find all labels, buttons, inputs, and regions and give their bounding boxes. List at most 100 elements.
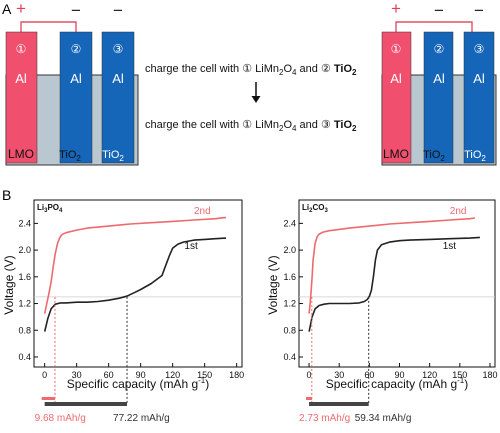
electrode-material: LMO	[8, 147, 34, 161]
electrode-lmo	[5, 31, 38, 164]
caption-2: charge the cell with ① LiMn2O4 and ③ TiO…	[145, 119, 357, 133]
x-tick-label: 90	[395, 370, 405, 380]
y-tick-label: 0.8	[283, 325, 296, 335]
x-tick-label: 0	[307, 370, 312, 380]
sign-minus: −	[434, 1, 444, 20]
curve-label-1st: 1st	[443, 241, 457, 252]
chart-title: Li3PO4	[37, 203, 63, 214]
caption-1-circ: ①	[242, 63, 252, 75]
x-tick-label: 30	[334, 370, 344, 380]
series-line-2nd	[43, 216, 227, 314]
curve-label-2nd: 2nd	[194, 206, 211, 217]
y-tick-label: 2.4	[283, 218, 296, 228]
electrode-2-right: − ② Al TiO2	[423, 1, 454, 164]
material-text: TiO	[423, 149, 441, 161]
capacity-label-2nd: 9.68 mAh/g	[35, 413, 86, 424]
y-tick-label: 1.6	[18, 272, 31, 282]
chart-li3po4: Li3PO4 Voltage (V) Specific capacity (mA…	[2, 199, 244, 424]
x-tick-label: 150	[197, 370, 212, 380]
sign-plus: +	[16, 0, 26, 18]
electrode-number: ③	[474, 42, 485, 56]
electrode-number: ①	[391, 42, 402, 56]
title-mid: CO	[312, 203, 324, 212]
electrode-material: TiO2	[59, 149, 81, 163]
caption-1-circ2: ②	[321, 63, 331, 75]
material-sub: 2	[119, 154, 124, 163]
electrode-material: TiO2	[464, 149, 486, 163]
title-sub1: 3	[44, 208, 48, 214]
xlabel-main: Specific capacity (mAh g	[67, 377, 198, 391]
x-tick-label: 30	[72, 370, 82, 380]
caption-2-circ2: ③	[321, 119, 331, 131]
chart-li2co3: Li2CO3 Voltage (V) Specific capacity (mA…	[266, 199, 497, 424]
x-tick-label: 90	[136, 370, 146, 380]
sign-plus: +	[391, 0, 401, 18]
electrode-tio2	[59, 31, 93, 164]
capacity-label-1st: 77.22 mAh/g	[113, 413, 170, 424]
electrode-metal: Al	[390, 71, 402, 86]
y-tick-label: 2.4	[18, 218, 31, 228]
xlabel-end: )	[205, 377, 209, 391]
title-sub2: 4	[59, 208, 63, 214]
electrode-2-left: − ② Al TiO2	[59, 1, 93, 164]
capacity-bar-1st	[309, 402, 369, 406]
electrode-metal: Al	[112, 71, 124, 86]
series-line-1st	[308, 236, 480, 332]
xlabel-end: )	[464, 377, 468, 391]
caption-1-and: and	[296, 63, 320, 75]
x-tick-label: 0	[42, 370, 47, 380]
caption-1-o: O	[283, 63, 292, 75]
y-tick-label: 1.2	[18, 299, 31, 309]
x-tick-label: 180	[229, 370, 244, 380]
caption-2-o: O	[283, 119, 292, 131]
electrode-lmo	[381, 31, 412, 164]
cell-left: + ① Al LMO − ② Al TiO2 − ③ Al TiO2	[5, 0, 139, 166]
title-sub2: 3	[324, 208, 328, 214]
caption-2-and: and	[296, 119, 320, 131]
x-tick-label: 60	[364, 370, 374, 380]
x-tick-label: 60	[104, 370, 114, 380]
cell-right: + ① Al LMO − ② Al TiO2 − ③ Al TiO2	[381, 0, 497, 166]
wire-right	[395, 21, 473, 32]
electrode-1-right: + ① Al LMO	[381, 0, 412, 164]
caption-1-pre: charge the cell with	[145, 63, 242, 75]
xlabel-sup: -1	[198, 376, 206, 385]
y-axis-label: Voltage (V)	[266, 255, 280, 314]
panel-b-label: B	[2, 187, 11, 203]
capacity-bar-2nd	[306, 397, 313, 400]
caption-1-ti: TiO	[331, 63, 353, 75]
capacity-label-2nd: 2.73 mAh/g	[299, 413, 350, 424]
electrode-number: ②	[434, 42, 445, 56]
sign-minus: −	[113, 1, 123, 20]
xlabel-sup: -1	[457, 376, 465, 385]
material-text: TiO	[464, 149, 482, 161]
x-tick-label: 120	[422, 370, 437, 380]
capacity-bar-2nd	[41, 397, 55, 400]
electrode-metal: Al	[15, 71, 27, 86]
y-tick-label: 0.4	[283, 352, 296, 362]
electrode-metal: Al	[433, 71, 445, 86]
electrode-tio2	[423, 31, 454, 164]
electrode-tio2	[101, 31, 135, 164]
y-tick-label: 1.2	[283, 299, 296, 309]
title-sub1: 2	[309, 208, 313, 214]
electrode-3-right: − ③ Al TiO2	[463, 1, 495, 164]
curve-label-2nd: 2nd	[450, 206, 467, 217]
caption-2-sub4: 4	[292, 124, 297, 133]
y-tick-label: 0.8	[18, 325, 31, 335]
caption-2-circ: ①	[242, 119, 252, 131]
xlabel-main: Specific capacity (mAh g	[326, 377, 457, 391]
title-main: Li	[37, 203, 44, 212]
down-arrow-icon	[251, 82, 261, 103]
electrode-1-left: + ① Al LMO	[5, 0, 38, 164]
electrode-metal: Al	[473, 71, 485, 86]
electrode-number: ③	[113, 42, 124, 56]
electrode-material: TiO2	[102, 149, 124, 163]
electrode-material: LMO	[383, 147, 409, 161]
title-main: Li	[302, 203, 309, 212]
plot-frame	[298, 199, 496, 368]
caption-1-sub2: 2	[279, 68, 284, 77]
curve-label-1st: 1st	[184, 241, 198, 252]
caption-1-sub4: 4	[292, 68, 297, 77]
